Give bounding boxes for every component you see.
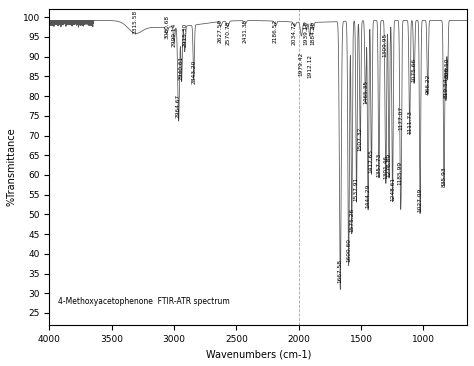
Text: 2999.14: 2999.14 [172, 23, 177, 47]
Text: 1075.66: 1075.66 [411, 58, 417, 82]
Text: 1465.35: 1465.35 [363, 80, 368, 104]
Text: 2034.72: 2034.72 [292, 20, 297, 45]
Text: 1276.89: 1276.89 [386, 153, 392, 177]
Text: 1537.91: 1537.91 [354, 176, 359, 201]
Text: 3315.58: 3315.58 [132, 10, 137, 34]
Text: 2186.52: 2186.52 [273, 19, 278, 43]
Text: 1185.99: 1185.99 [398, 161, 403, 185]
Text: 1575.26: 1575.26 [349, 208, 354, 232]
Text: 966.22: 966.22 [425, 74, 430, 94]
Text: 2915.30: 2915.30 [182, 23, 187, 47]
Text: 1444.29: 1444.29 [365, 184, 371, 209]
Text: 1027.09: 1027.09 [418, 188, 422, 212]
Text: 1357.73: 1357.73 [376, 153, 382, 177]
Text: 1939.18: 1939.18 [304, 21, 309, 45]
Text: 2431.35: 2431.35 [243, 19, 247, 43]
Y-axis label: %Transmittance: %Transmittance [7, 128, 17, 206]
Text: 1177.07: 1177.07 [399, 105, 404, 130]
Text: 806.50: 806.50 [445, 58, 450, 78]
Text: 1417.65: 1417.65 [369, 149, 374, 173]
Text: 1912.12: 1912.12 [307, 55, 312, 78]
Text: 2570.78: 2570.78 [225, 20, 230, 45]
X-axis label: Wavenumbers (cm-1): Wavenumbers (cm-1) [206, 349, 311, 359]
Text: 1884.30: 1884.30 [310, 20, 316, 45]
Text: 2843.20: 2843.20 [191, 60, 196, 84]
Text: 819.54: 819.54 [443, 78, 448, 98]
Text: 1507.32: 1507.32 [358, 127, 363, 151]
Text: 1301.46: 1301.46 [383, 155, 388, 179]
Text: 3060.68: 3060.68 [164, 15, 169, 39]
Text: 2964.67: 2964.67 [176, 94, 181, 118]
Text: 1309.95: 1309.95 [383, 33, 387, 57]
Text: 1248.61: 1248.61 [390, 176, 395, 201]
Text: 1979.42: 1979.42 [299, 52, 304, 76]
Text: 1111.73: 1111.73 [407, 110, 412, 134]
Text: 2940.61: 2940.61 [179, 56, 184, 80]
Text: 2627.59: 2627.59 [218, 19, 223, 43]
Text: 4-Methoxyacetophenone  FTIR-ATR spectrum: 4-Methoxyacetophenone FTIR-ATR spectrum [58, 297, 229, 306]
Text: 1600.60: 1600.60 [346, 238, 351, 262]
Text: 835.93: 835.93 [441, 166, 447, 187]
Text: 1667.58: 1667.58 [337, 259, 343, 283]
